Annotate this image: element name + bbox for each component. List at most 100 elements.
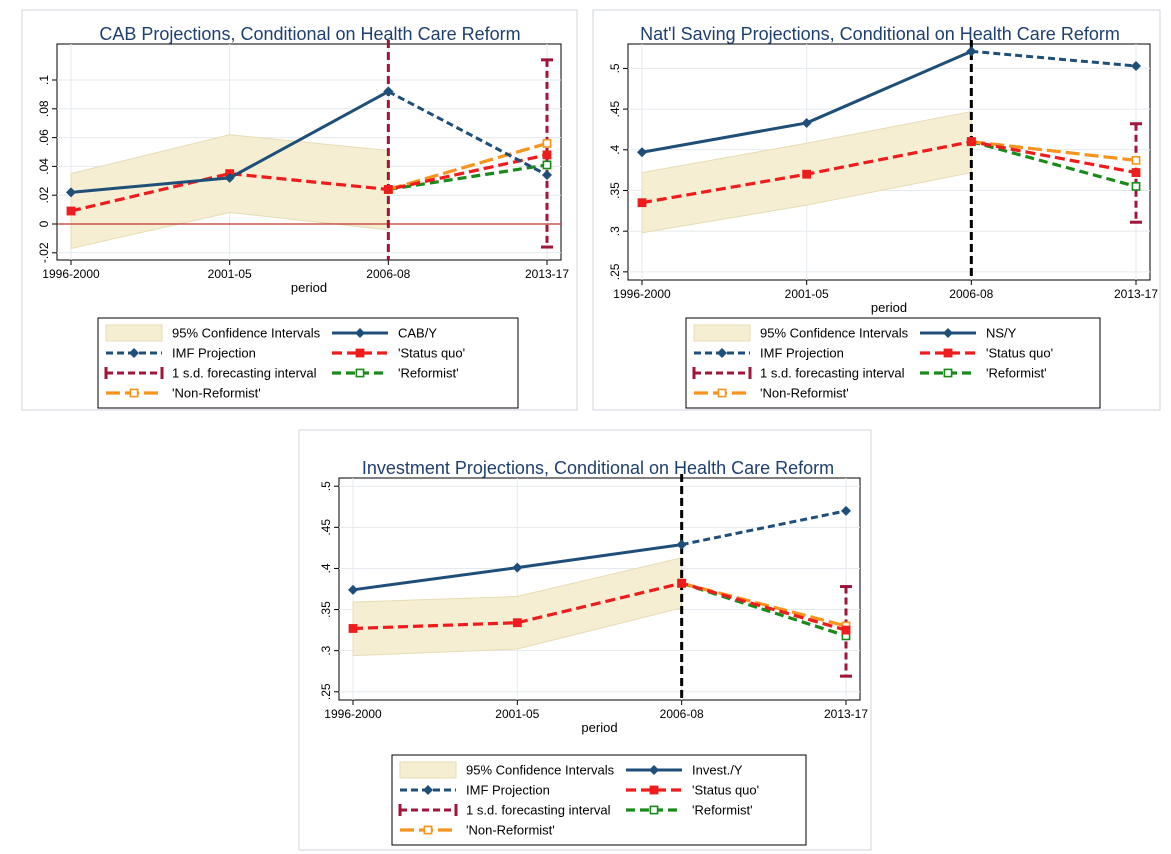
point-imf xyxy=(841,505,851,516)
y-tick-label: .06 xyxy=(37,129,51,146)
legend-label-status: 'Status quo' xyxy=(692,783,759,798)
y-tick-label: .08 xyxy=(37,100,51,117)
series-line-reform xyxy=(388,163,548,192)
legend-label-actual: Invest./Y xyxy=(692,763,743,778)
legend-marker-reform xyxy=(649,805,659,815)
legend-frame xyxy=(97,317,519,409)
x-tick-label: 2001-05 xyxy=(208,267,252,281)
legend-marker-nonreform xyxy=(717,388,727,398)
point-imf xyxy=(966,46,977,57)
point-imf xyxy=(542,170,552,181)
x-tick-label: 2013-17 xyxy=(1114,287,1158,301)
legend-marker-imf xyxy=(423,785,433,795)
x-tick-label: 2006-08 xyxy=(366,267,410,281)
y-tick-label: .4 xyxy=(319,563,333,573)
point-actual xyxy=(348,584,358,595)
legend-marker-status xyxy=(943,348,953,358)
legend-marker-actual xyxy=(355,328,365,338)
series-line-status xyxy=(641,140,1137,205)
point-actual xyxy=(512,562,523,573)
legend-marker-imf xyxy=(129,348,139,358)
legend-label-status: 'Status quo' xyxy=(398,346,465,361)
chart-title: Investment Projections, Conditional on H… xyxy=(362,458,834,478)
x-tick-label: 2006-08 xyxy=(949,287,993,301)
point-actual xyxy=(637,147,647,158)
legend-label-imf: IMF Projection xyxy=(466,783,550,798)
y-tick-label: .25 xyxy=(319,683,333,700)
y-tick-label: .3 xyxy=(608,226,622,236)
legend-label-fi: 1 s.d. forecasting interval xyxy=(172,366,317,381)
x-axis-label: period xyxy=(581,720,617,735)
x-tick-label: 2006-08 xyxy=(660,707,704,721)
series-line-imf xyxy=(971,49,1137,68)
legend-label-fi: 1 s.d. forecasting interval xyxy=(466,803,611,818)
legend-label-reform: 'Reformist' xyxy=(692,803,753,818)
point-status xyxy=(677,578,687,588)
legend-label-status: 'Status quo' xyxy=(986,346,1053,361)
y-tick-label: 0 xyxy=(37,220,51,227)
legend-label-nonreform: 'Non-Reformist' xyxy=(172,386,261,401)
legend-label-nonreform: 'Non-Reformist' xyxy=(466,823,555,838)
point-nonreform xyxy=(1131,155,1141,165)
legend-label-actual: NS/Y xyxy=(986,326,1017,341)
legend-marker-nonreform xyxy=(423,825,433,835)
series-line-status xyxy=(352,581,847,632)
legend-label-ci: 95% Confidence Intervals xyxy=(172,326,321,341)
x-tick-label: 2013-17 xyxy=(824,707,868,721)
y-tick-label: .3 xyxy=(319,645,333,655)
x-tick-label: 1996-2000 xyxy=(42,267,100,281)
series-line-nonreform xyxy=(971,140,1137,162)
legend: 95% Confidence Intervals NS/Y IMF Projecti… xyxy=(685,317,1101,409)
y-tick-label: .5 xyxy=(319,481,333,491)
point-status xyxy=(348,624,358,633)
x-tick-label: 1996-2000 xyxy=(324,707,382,721)
legend-key-ci xyxy=(105,324,163,342)
legend-marker-nonreform xyxy=(129,388,139,398)
legend-marker-actual xyxy=(943,328,953,338)
point-reform xyxy=(542,160,552,170)
legend-label-imf: IMF Projection xyxy=(172,346,256,361)
series-line-imf xyxy=(681,509,847,547)
point-status xyxy=(966,137,976,147)
y-tick-label: .45 xyxy=(608,100,622,117)
point-status xyxy=(512,618,522,628)
y-tick-label: .04 xyxy=(37,158,51,175)
series-line-nonreform xyxy=(387,141,548,191)
legend-label-actual: CAB/Y xyxy=(398,326,437,341)
x-tick-label: 2001-05 xyxy=(495,707,539,721)
legend-marker-reform xyxy=(355,368,365,378)
point-imf xyxy=(383,86,394,97)
legend-label-reform: 'Reformist' xyxy=(986,366,1047,381)
y-tick-label: .35 xyxy=(608,182,622,199)
point-status xyxy=(802,169,812,179)
x-tick-label: 2013-17 xyxy=(525,267,569,281)
legend-label-ci: 95% Confidence Intervals xyxy=(760,326,909,341)
point-nonreform xyxy=(542,138,552,148)
y-tick-label: .4 xyxy=(608,144,622,154)
legend-label-imf: IMF Projection xyxy=(760,346,844,361)
y-tick-label: .35 xyxy=(319,601,333,618)
chart-panel-1: -.02 0 .02 .04 .06 .08 .1 1996-2000 2001-05 2006-… xyxy=(21,9,578,411)
point-actual xyxy=(801,117,812,128)
point-status xyxy=(542,150,552,160)
x-tick-label: 1996-2000 xyxy=(613,287,671,301)
legend-label-reform: 'Reformist' xyxy=(398,366,459,381)
point-status xyxy=(841,625,851,635)
chart-title: CAB Projections, Conditional on Health C… xyxy=(99,24,520,44)
point-status xyxy=(383,185,393,194)
chart-title: Nat'l Saving Projections, Conditional on… xyxy=(640,24,1120,44)
legend: 95% Confidence Intervals CAB/Y IMF Project… xyxy=(97,317,519,409)
point-imf xyxy=(676,539,687,550)
y-tick-label: -.02 xyxy=(37,242,51,263)
point-imf xyxy=(1131,60,1141,71)
y-tick-label: .1 xyxy=(37,75,51,85)
legend-key-ci xyxy=(693,324,751,342)
y-tick-label: .5 xyxy=(608,63,622,73)
point-status xyxy=(637,198,647,208)
point-reform xyxy=(1131,182,1141,191)
point-status xyxy=(1131,168,1141,177)
legend-label-fi: 1 s.d. forecasting interval xyxy=(760,366,905,381)
legend-marker-status xyxy=(355,348,365,358)
chart-panel-2: .25 .3 .35 .4 .45 .5 1996-2000 2001-05 2006-08 20… xyxy=(592,9,1161,411)
